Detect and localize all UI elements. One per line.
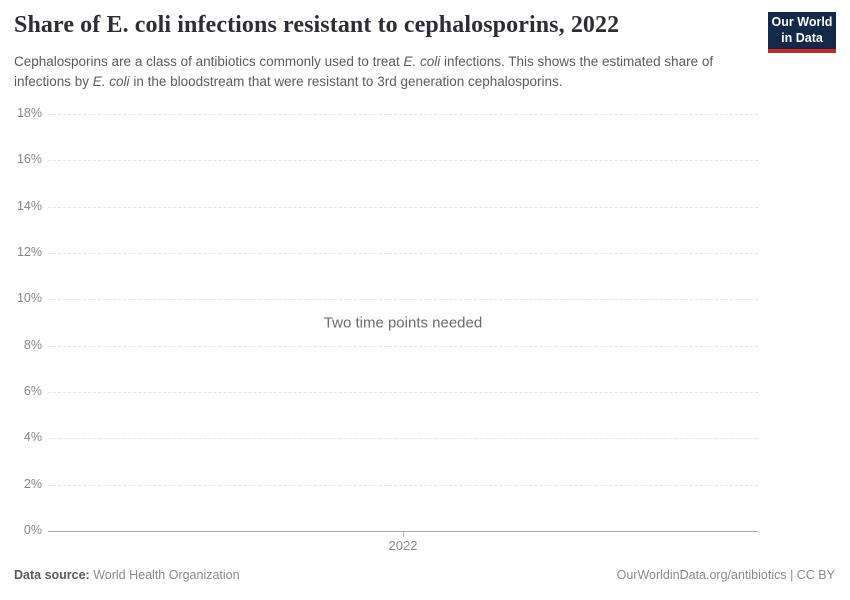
subtitle-text-3: in the bloodstream that were resistant t… bbox=[129, 73, 563, 89]
chart-subtitle: Cephalosporins are a class of antibiotic… bbox=[14, 52, 756, 91]
subtitle-italic-ecoli-1: E. coli bbox=[403, 54, 441, 69]
y-tick-label: 4% bbox=[23, 430, 42, 445]
y-tick-label: 18% bbox=[16, 106, 42, 120]
owid-logo-line2: in Data bbox=[781, 30, 823, 45]
x-axis-line bbox=[48, 531, 758, 532]
chart-footer: Data source: World Health Organization O… bbox=[14, 568, 835, 582]
y-tick-label: 2% bbox=[23, 476, 42, 491]
data-source-value: World Health Organization bbox=[93, 568, 240, 582]
gridline bbox=[48, 253, 758, 254]
y-tick-label: 8% bbox=[23, 337, 42, 352]
chart-title: Share of E. coli infections resistant to… bbox=[14, 12, 620, 38]
gridline bbox=[48, 345, 758, 347]
y-tick-label: 0% bbox=[23, 523, 42, 537]
y-tick-label: 6% bbox=[23, 384, 42, 398]
empty-chart-message: Two time points needed bbox=[323, 314, 483, 331]
y-tick-label: 16% bbox=[16, 152, 42, 167]
data-source-label: Data source: bbox=[14, 568, 90, 582]
gridline bbox=[48, 392, 758, 393]
x-axis-tick bbox=[403, 532, 404, 537]
owid-logo[interactable]: Our World in Data bbox=[768, 12, 836, 53]
gridline bbox=[48, 484, 758, 486]
gridline bbox=[48, 114, 758, 115]
y-tick-label: 12% bbox=[16, 245, 42, 259]
data-source: Data source: World Health Organization bbox=[14, 568, 240, 582]
y-tick-label: 10% bbox=[16, 291, 42, 306]
subtitle-text-1: Cephalosporins are a class of antibiotic… bbox=[14, 54, 404, 69]
gridline bbox=[48, 299, 758, 301]
x-tick-label: 2022 bbox=[388, 538, 418, 553]
subtitle-text-2: infections. This shows the estimated sha… bbox=[14, 54, 714, 89]
credit-link[interactable]: OurWorldinData.org/antibiotics | CC BY bbox=[616, 568, 835, 582]
subtitle-italic-ecoli-2: E. coli bbox=[92, 73, 130, 89]
y-tick-label: 14% bbox=[16, 198, 42, 213]
gridline bbox=[48, 438, 758, 440]
gridline bbox=[48, 206, 758, 208]
owid-logo-line1: Our World bbox=[771, 14, 833, 29]
gridline bbox=[48, 160, 758, 162]
